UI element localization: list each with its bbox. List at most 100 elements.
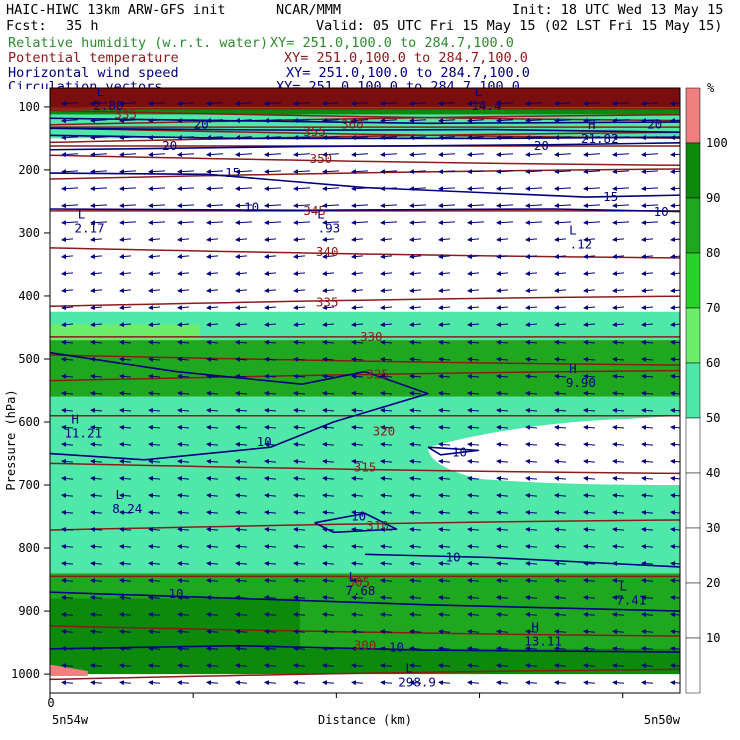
wind-vector [496,305,509,311]
wind-vector [612,475,625,481]
wind-vector [61,612,74,618]
wind-vector [206,612,219,618]
theta-line [50,369,680,382]
wind-vector [61,475,74,481]
wind-vector [438,595,451,601]
wind-vector [148,101,166,107]
colorbar-label: 30 [706,521,720,535]
wind-vector [351,458,364,464]
wind-vector [612,237,625,243]
wind-label: 20 [534,138,549,153]
wind-vector [554,118,572,124]
wind-vector [583,220,601,226]
wind-vector [264,237,277,243]
wind-vector [264,458,277,464]
theta-line [50,154,680,166]
wind-vector [467,339,480,345]
wind-vector [641,220,659,226]
wind-vector [525,424,538,430]
wind-vector [467,135,485,141]
wind-vector [467,373,480,379]
wind-vector [641,203,659,209]
wind-vector [90,254,103,260]
wind-vector [641,680,654,686]
wind-vector [467,612,480,618]
field-xy-rh: XY= 251.0,100.0 to 284.7,100.0 [270,35,514,51]
wind-vector [264,680,277,686]
wind-vector [148,322,161,328]
wind-vector [612,544,625,550]
wind-vector [409,356,422,362]
wind-label: 10 [244,200,259,215]
wind-vector [119,254,132,260]
wind-vector [119,373,132,379]
wind-vector [293,595,306,601]
wind-vector [467,203,485,209]
wind-vector [496,680,509,686]
wind-vector [641,169,659,175]
wind-vector [351,441,364,447]
wind-vector [612,373,625,379]
wind-vector [119,424,132,430]
colorbar-label: 100 [706,136,728,150]
wind-vector [351,101,369,107]
wind-vector [148,254,161,260]
colorbar-swatch [685,637,701,694]
wind-vector [61,595,74,601]
wind-vector [409,305,422,311]
wind-vector [235,441,248,447]
field-name-theta: Potential temperature [8,50,179,66]
wind-vector [641,595,654,601]
wind-vector [438,322,451,328]
wind-vector [235,578,248,584]
wind-vector [264,578,277,584]
wind-vector [264,544,277,550]
wind-vector [496,578,509,584]
wind-vector [351,390,364,396]
wind-vector [670,305,680,311]
wind-vector [496,595,509,601]
wind-vector [670,527,680,532]
wind-vector [670,322,680,328]
field-name-vectors: Circulation vectors [8,80,163,89]
wind-vector [177,186,195,192]
wind-vector [670,629,680,635]
wind-vector [235,254,248,260]
wind-vector [90,663,103,669]
wind-vector [380,135,398,141]
wind-vector [177,152,195,158]
wind-vector [525,186,543,192]
wind-vector [351,475,364,481]
wind-vector [119,271,132,277]
theta-line [50,114,680,126]
wind-vector [177,169,195,175]
wind-vector [612,629,625,635]
wind-vector [322,458,335,464]
wind-vector [409,458,422,464]
wind-vector [61,544,74,550]
wind-vector [525,561,538,567]
wind-vector [409,186,427,192]
colorbar-unit: % [707,81,715,95]
wind-vector [438,152,456,158]
wind-vector [583,373,596,379]
wind-vector [641,544,654,550]
wind-vector [438,186,456,192]
wind-vector [351,186,369,192]
wind-vector [525,220,543,226]
wind-vector [525,322,538,328]
wind-vector [177,424,190,430]
wind-vector [670,101,680,107]
wind-vector [322,101,340,107]
wind-vector [612,169,630,175]
wind-vector [467,424,480,430]
wind-vector [119,680,132,686]
wind-vector [409,101,427,107]
wind-vector [61,271,74,277]
wind-vector [380,118,398,124]
forecast-hour: 35 h [66,18,99,34]
wind-vector [177,458,190,464]
wind-vector [177,101,195,107]
extremum-value: 2.17 [74,221,104,236]
y-tick-label: 500 [18,352,40,366]
